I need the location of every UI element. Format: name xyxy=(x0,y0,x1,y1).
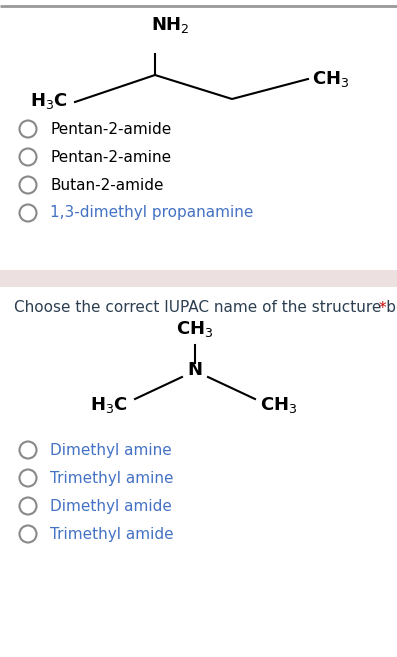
Text: Pentan-2-amide: Pentan-2-amide xyxy=(50,122,171,137)
Text: Trimethyl amine: Trimethyl amine xyxy=(50,470,173,486)
Text: Trimethyl amide: Trimethyl amide xyxy=(50,526,173,541)
Text: Dimethyl amide: Dimethyl amide xyxy=(50,499,172,514)
Text: *: * xyxy=(379,300,387,315)
Text: CH$_3$: CH$_3$ xyxy=(260,395,297,415)
Text: CH$_3$: CH$_3$ xyxy=(176,319,214,339)
Text: NH$_2$: NH$_2$ xyxy=(151,15,189,35)
Text: H$_3$C: H$_3$C xyxy=(30,91,68,111)
Text: H$_3$C: H$_3$C xyxy=(90,395,128,415)
Text: Butan-2-amide: Butan-2-amide xyxy=(50,177,164,193)
Text: CH$_3$: CH$_3$ xyxy=(312,69,349,89)
Text: Dimethyl amine: Dimethyl amine xyxy=(50,443,172,457)
Text: 1,3-dimethyl propanamine: 1,3-dimethyl propanamine xyxy=(50,206,253,221)
Text: Pentan-2-amine: Pentan-2-amine xyxy=(50,150,171,164)
Bar xyxy=(0,270,397,287)
Text: Choose the correct IUPAC name of the structure below.: Choose the correct IUPAC name of the str… xyxy=(14,300,397,315)
Text: N: N xyxy=(187,361,202,379)
